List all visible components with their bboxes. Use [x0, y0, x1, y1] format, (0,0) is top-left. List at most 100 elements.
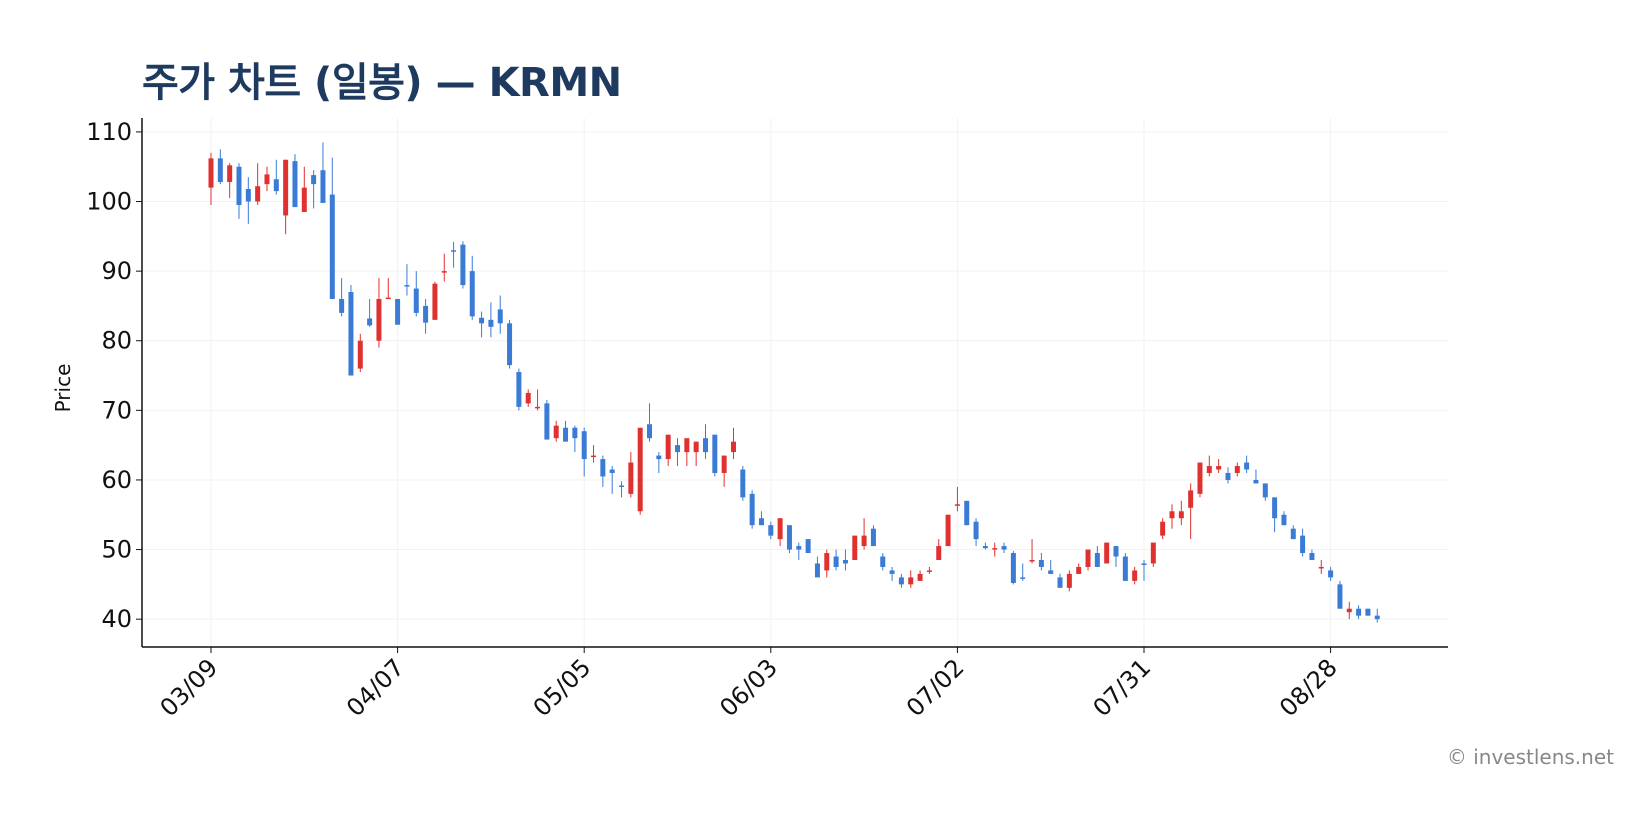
chart-title: 주가 차트 (일봉) — KRMN: [142, 60, 622, 106]
candle-body: [926, 570, 932, 572]
candle-body: [870, 528, 876, 547]
watermark: © investlens.net: [1446, 745, 1614, 769]
candle-body: [1356, 608, 1362, 616]
candle-body: [1374, 615, 1380, 620]
candle-body: [1001, 546, 1007, 550]
candle-body: [553, 425, 559, 439]
candle-body: [1104, 542, 1110, 564]
candle-body: [581, 431, 587, 460]
candle-body: [357, 340, 363, 369]
candle-body: [497, 309, 503, 324]
candle-body: [217, 158, 223, 183]
y-tick-label: 70: [101, 396, 132, 424]
candle-body: [768, 525, 774, 536]
x-tick-label: 03/09: [155, 653, 224, 722]
candle-body: [721, 455, 727, 473]
candle-body: [1020, 577, 1026, 579]
candle-body: [609, 469, 615, 473]
candle-body: [824, 553, 830, 571]
candle-body: [535, 406, 541, 409]
candle-body: [469, 271, 475, 317]
candle-body: [1048, 570, 1054, 574]
y-tick-label: 60: [101, 466, 132, 494]
candle-body: [329, 194, 335, 299]
candle-body: [479, 317, 485, 324]
candle-body: [1160, 521, 1166, 536]
candle-body: [945, 514, 951, 547]
candle-body: [1057, 577, 1063, 588]
y-tick-label: 50: [101, 536, 132, 564]
x-tick-label: 04/07: [341, 653, 410, 722]
candle-body: [264, 174, 270, 185]
candle-body: [684, 438, 690, 453]
x-tick-label: 06/03: [714, 653, 783, 722]
candle-body: [441, 271, 447, 273]
candle-body: [451, 250, 457, 252]
candle-body: [1150, 542, 1156, 564]
candle-body: [404, 285, 410, 287]
candle-body: [917, 573, 923, 581]
candle-body: [954, 504, 960, 506]
candle-body: [600, 459, 606, 477]
candle-body: [964, 500, 970, 526]
y-tick-label: 90: [101, 257, 132, 285]
candle-body: [563, 427, 569, 442]
candle-body: [1122, 556, 1128, 581]
candle-body: [1244, 462, 1250, 470]
candle-body: [647, 424, 653, 439]
candle-body: [1169, 511, 1175, 519]
candle-body: [982, 546, 988, 549]
candle-body: [283, 159, 289, 216]
candle-body: [460, 244, 466, 286]
candle-body: [665, 434, 671, 460]
candle-body: [339, 298, 345, 313]
candle-body: [1038, 559, 1044, 567]
candle-body: [591, 455, 597, 458]
candle-body: [992, 548, 998, 550]
candles: [208, 142, 1380, 623]
candle-body: [227, 165, 233, 183]
candle-body: [516, 372, 522, 407]
candle-body: [1365, 608, 1371, 616]
candle-body: [1085, 549, 1091, 567]
candle-body: [842, 559, 848, 564]
candle-body: [1328, 570, 1334, 578]
candle-body: [245, 188, 251, 202]
candle-body: [702, 438, 708, 453]
candle-body: [805, 539, 811, 554]
candle-body: [1309, 553, 1315, 560]
candle-body: [273, 179, 279, 192]
candle-body: [861, 535, 867, 547]
x-tick-label: 07/31: [1088, 653, 1157, 722]
candle-body: [656, 455, 662, 460]
candle-body: [311, 175, 317, 185]
candle-body: [619, 485, 625, 488]
candle-body: [1197, 462, 1203, 494]
candle-body: [1141, 563, 1147, 565]
candle-body: [758, 518, 764, 526]
candle-body: [1337, 584, 1343, 609]
candle-body: [833, 556, 839, 567]
candle-body: [852, 535, 858, 560]
candle-body: [1272, 497, 1278, 519]
candle-body: [936, 546, 942, 560]
candle-body: [1225, 472, 1231, 480]
x-ticks: 03/09 04/07 05/05 06/03 07/02 07/31 08/28: [155, 647, 1343, 722]
candle-body: [1188, 490, 1194, 508]
candle-body: [395, 298, 401, 325]
candle-body: [1029, 559, 1035, 562]
candle-body: [637, 427, 643, 512]
candle-body: [572, 427, 578, 439]
candle-body: [749, 493, 755, 526]
candle-body: [292, 161, 298, 208]
candle-body: [1234, 466, 1240, 473]
candle-body: [777, 518, 783, 540]
x-tick-label: 05/05: [528, 653, 597, 722]
y-ticks: 40 50 60 70 80 90 100 110: [86, 118, 142, 633]
axes: [141, 118, 1448, 648]
candle-body: [1253, 479, 1259, 484]
x-tick-label: 08/28: [1274, 653, 1343, 722]
y-axis-label: Price: [51, 364, 75, 413]
candle-body: [1281, 514, 1287, 526]
